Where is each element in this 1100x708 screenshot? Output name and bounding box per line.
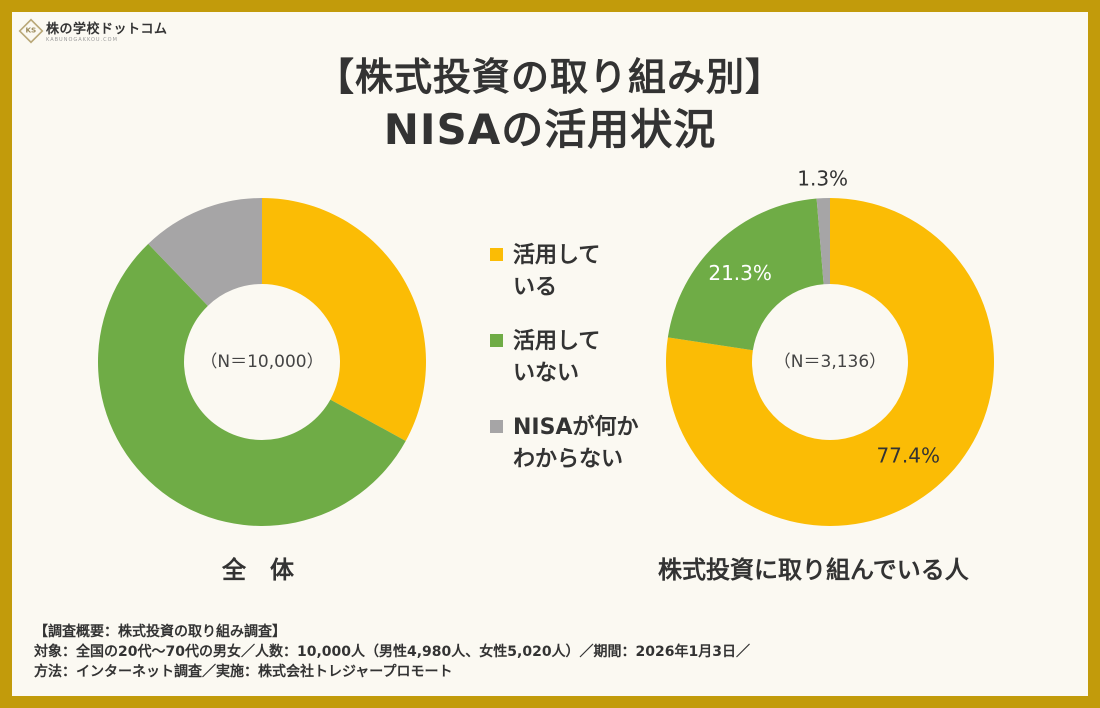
data-label-unknown: 1.3%	[797, 167, 848, 191]
legend: 活用して いる 活用して いない NISAが何か わからない	[490, 240, 663, 498]
legend-swatch-not-uses	[490, 334, 503, 347]
chart-title-line1: 【株式投資の取り組み別】	[315, 55, 784, 99]
legend-swatch-uses	[490, 248, 503, 261]
slice-unknown	[148, 198, 262, 306]
donut-chart-investors: 77.4% 21.3% 1.3% （N＝3,136）	[666, 167, 994, 526]
survey-note-line: 【調査概要：株式投資の取り組み調査】	[34, 624, 286, 640]
survey-notes: 【調査概要：株式投資の取り組み調査】 対象：全国の20代～70代の男女／人数：1…	[34, 622, 750, 682]
sample-size-label: （N＝10,000）	[200, 352, 323, 372]
slice-uses	[262, 198, 426, 442]
caption-investors: 株式投資に取り組んでいる人	[658, 556, 969, 584]
legend-label-not-uses: 活用して いない	[513, 329, 601, 386]
logo-url: KABUNOGAKKOU.COM	[46, 37, 118, 43]
logo: KS 株の学校ドットコム KABUNOGAKKOU.COM	[18, 18, 168, 43]
slice-not-uses	[97, 243, 406, 526]
survey-note-line: 対象：全国の20代～70代の男女／人数：10,000人（男性4,980人、女性5…	[34, 644, 751, 660]
caption-overall: 全 体	[222, 556, 294, 584]
data-label-not-uses: 21.3%	[708, 261, 772, 285]
logo-name: 株の学校ドットコム	[46, 22, 168, 37]
legend-label-uses: 活用して いる	[513, 243, 601, 300]
chart-title-line2: NISAの活用状況	[383, 105, 717, 154]
legend-item-uses: 活用して いる	[490, 240, 663, 304]
legend-item-unknown: NISAが何か わからない	[490, 412, 663, 476]
logo-mark-icon: KS	[18, 18, 44, 43]
slice-uses	[666, 198, 994, 526]
legend-item-not-uses: 活用して いない	[490, 326, 663, 390]
legend-swatch-unknown	[490, 420, 503, 433]
sample-size-label: （N＝3,136）	[774, 352, 886, 372]
slice-not-uses	[667, 198, 824, 351]
donut-chart-overall: （N＝10,000）	[97, 198, 426, 526]
infographic-frame: KS 株の学校ドットコム KABUNOGAKKOU.COM 【株式投資の取り組み…	[12, 12, 1088, 696]
legend-label-unknown: NISAが何か わからない	[513, 415, 639, 472]
survey-note-line: 方法：インターネット調査／実施：株式会社トレジャープロモート	[34, 664, 453, 680]
data-label-uses: 77.4%	[876, 444, 940, 468]
slice-unknown	[816, 198, 830, 285]
